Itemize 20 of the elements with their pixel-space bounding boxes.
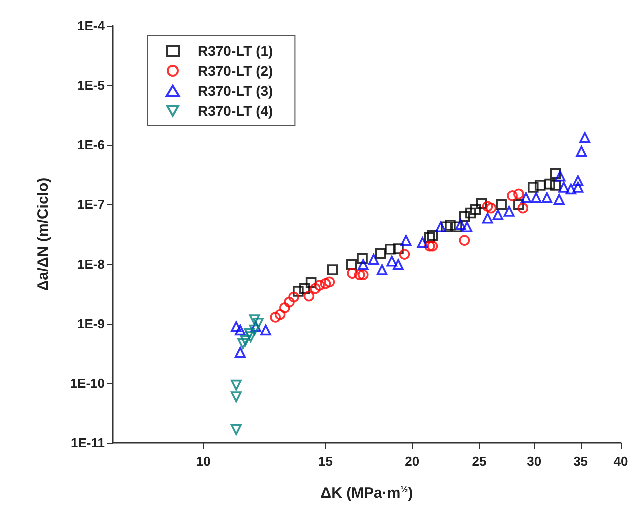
y-tick-label: 1E-6 <box>78 138 105 153</box>
y-tick-label: 1E-4 <box>78 18 106 34</box>
legend-label: R370-LT (3) <box>198 83 274 99</box>
x-tick-label: 20 <box>405 454 420 469</box>
x-tick-label: 40 <box>614 454 628 469</box>
x-tick-label: 35 <box>574 454 588 469</box>
y-axis-title: Δa/ΔN (m/Ciclo) <box>35 178 52 292</box>
x-tick-label: 30 <box>527 454 542 469</box>
x-tick-label: 15 <box>318 454 333 469</box>
y-tick-label: 1E-8 <box>78 256 105 272</box>
y-tick-label: 1E-10 <box>70 376 105 391</box>
legend-label: R370-LT (2) <box>198 63 274 79</box>
legend-label: R370-LT (1) <box>198 43 274 59</box>
y-tick-label: 1E-7 <box>78 197 105 212</box>
y-tick-label: 1E-5 <box>78 78 105 94</box>
y-tick-label: 1E-9 <box>78 316 105 332</box>
y-tick-label: 1E-11 <box>71 436 105 450</box>
x-tick-label: 10 <box>196 454 211 469</box>
legend-label: R370-LT (4) <box>198 103 274 119</box>
x-tick-label: 25 <box>472 454 487 469</box>
